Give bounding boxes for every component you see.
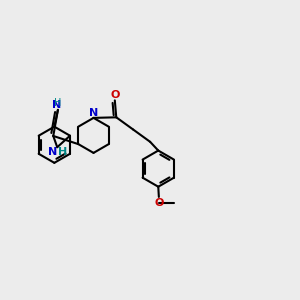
- Text: H: H: [54, 98, 61, 108]
- Text: O: O: [154, 198, 164, 208]
- Text: H: H: [58, 148, 67, 158]
- Text: N: N: [48, 148, 58, 158]
- Text: O: O: [110, 90, 119, 100]
- Text: N: N: [89, 108, 99, 118]
- Text: N: N: [52, 100, 62, 110]
